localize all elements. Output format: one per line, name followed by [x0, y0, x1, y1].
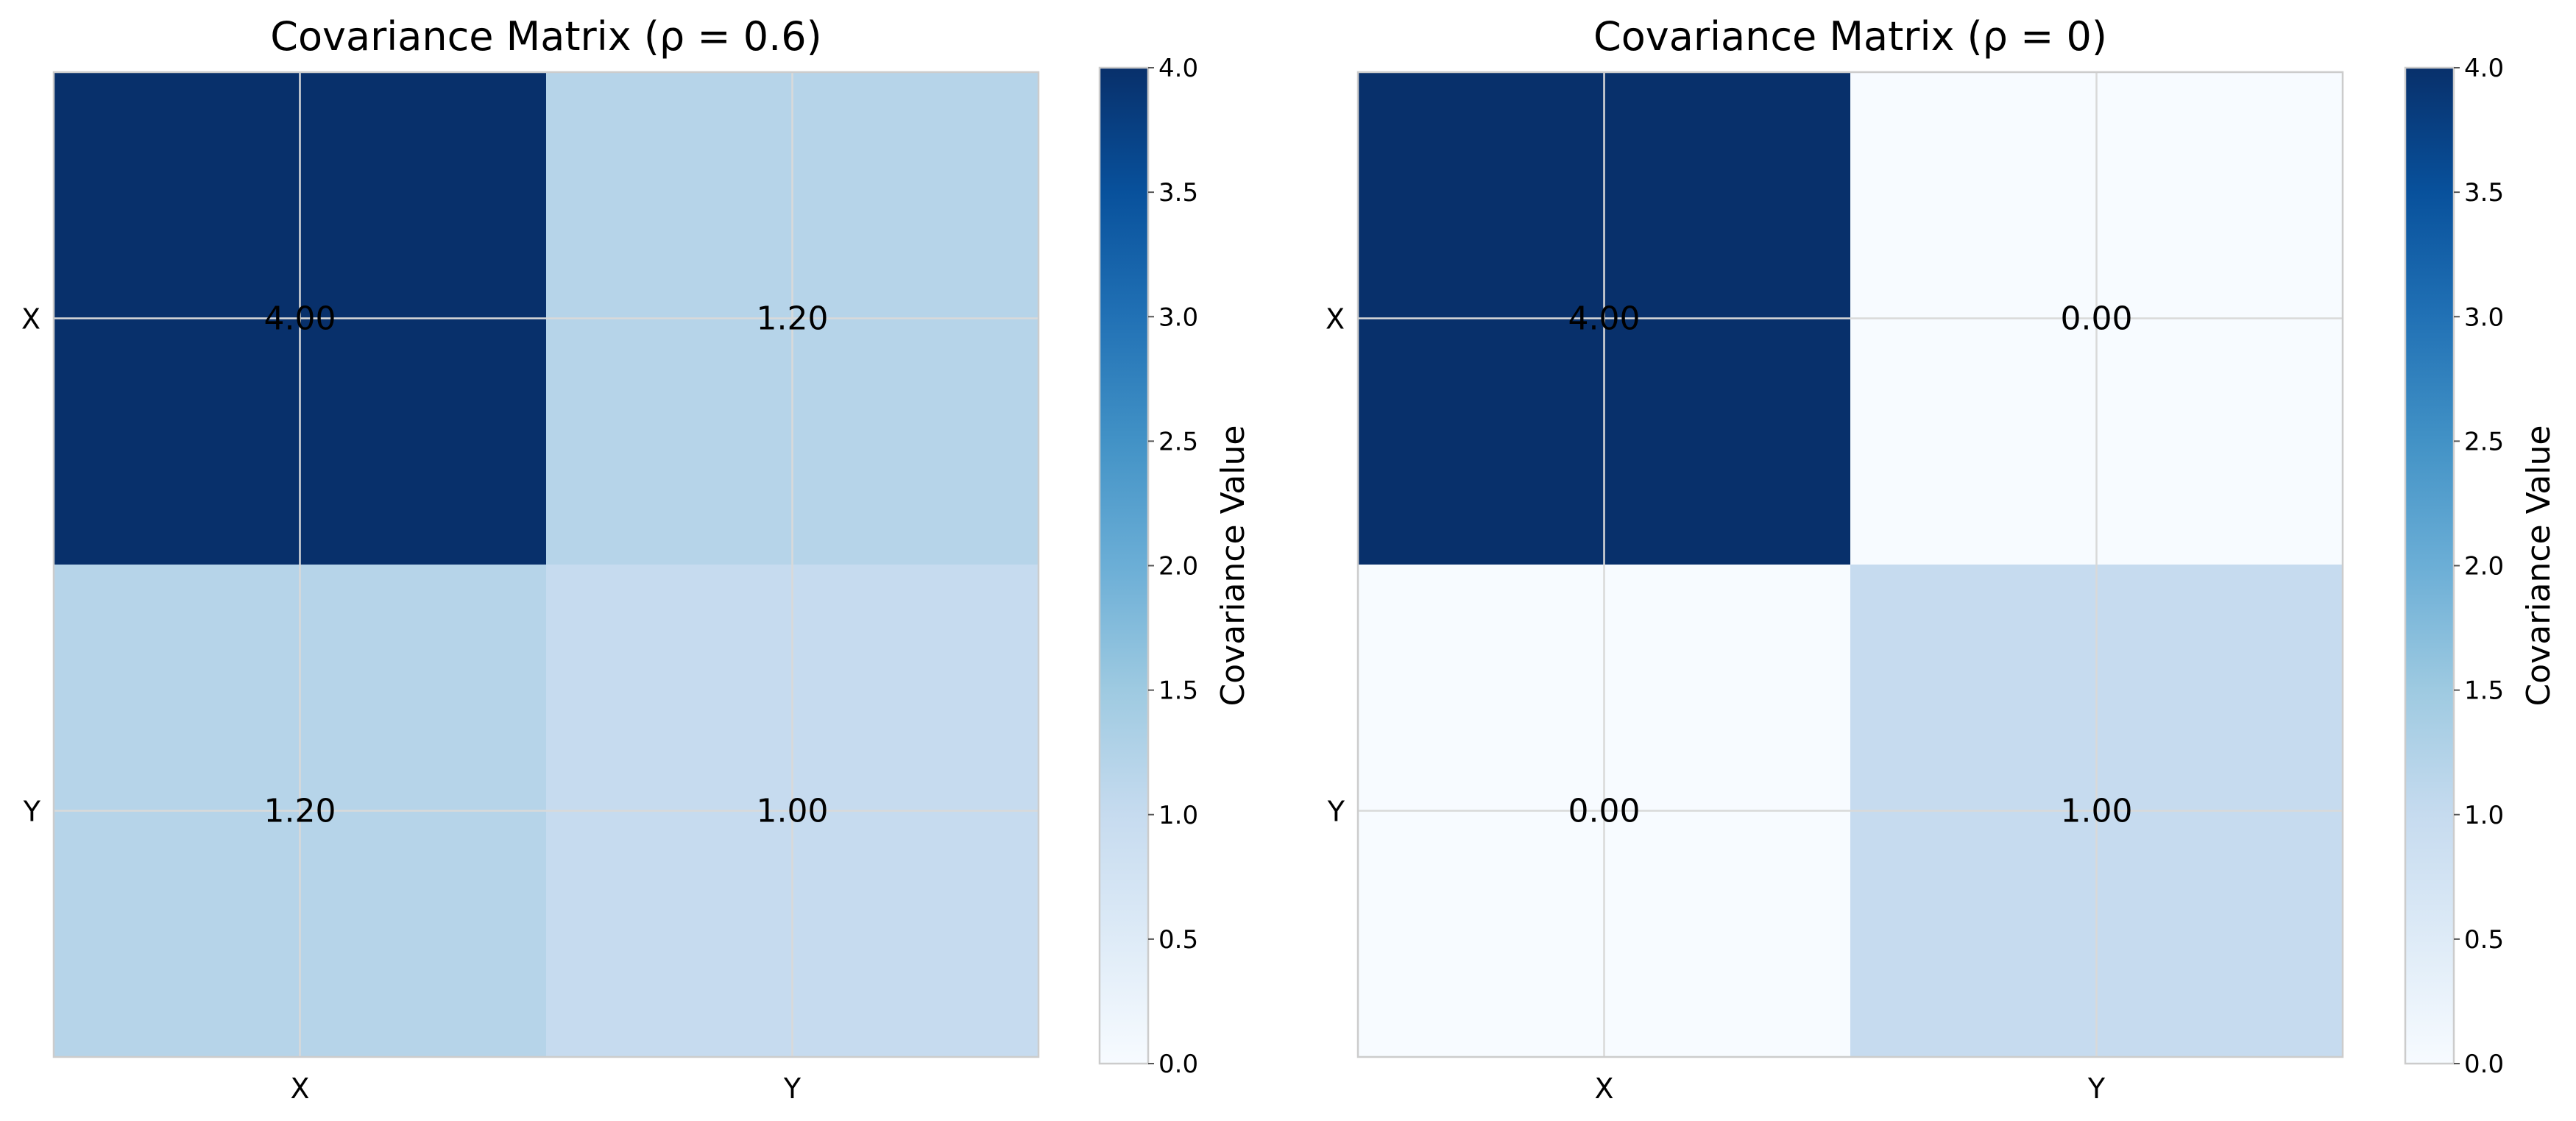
y-tick-label: Y: [1327, 796, 1345, 828]
colorbar-tick-label: 2.0: [2464, 552, 2504, 581]
y-tick-label: X: [1326, 303, 1345, 336]
colorbar-tick-label: 0.0: [2464, 1050, 2504, 1079]
colorbar-tick-label: 2.5: [2464, 427, 2504, 456]
axes-frame: [52, 71, 1040, 1058]
colorbar-tick-label: 2.0: [1158, 552, 1198, 581]
y-tick-label: X: [21, 303, 40, 336]
cell-value-label: 4.00: [264, 300, 336, 338]
colorbar-tick-label: 0.5: [2464, 925, 2504, 955]
colorbar-tick-label: 2.5: [1158, 427, 1198, 456]
colorbar-tick-label: 3.5: [2464, 178, 2504, 208]
y-tick-label: Y: [23, 796, 41, 828]
heatmap-panel-2: 4.00 0.00 0.00 1.00 Covariance Matrix (ρ = 0…: [1326, 13, 2558, 1105]
colorbar-label: Covariance Value: [2520, 425, 2558, 707]
axes-frame: [1356, 71, 2344, 1058]
x-tick-label: Y: [783, 1072, 802, 1105]
colorbar-tick-label: 3.0: [2464, 303, 2504, 332]
heatmap-panel-1: 4.00 1.20 1.20 1.00 Covariance Matrix (ρ = 0…: [21, 13, 1252, 1105]
colorbar-tick-label: 0.0: [1158, 1050, 1198, 1079]
colorbar-gradient: [2405, 68, 2454, 1064]
colorbar-tick-label: 1.5: [2464, 676, 2504, 706]
colorbar-tick-label: 4.0: [2464, 54, 2504, 83]
cell-value-label: 1.20: [757, 300, 829, 338]
colorbar-gradient: [1100, 68, 1148, 1064]
x-tick-label: X: [1594, 1072, 1613, 1105]
chart-title: Covariance Matrix (ρ = 0.6): [270, 13, 821, 60]
cell-value-label: 0.00: [2061, 300, 2133, 338]
cell-value-label: 1.00: [757, 793, 829, 830]
colorbar-tick-label: 1.0: [2464, 801, 2504, 830]
cell-value-label: 1.00: [2061, 793, 2133, 830]
colorbar-tick-label: 3.5: [1158, 178, 1198, 208]
chart-title: Covariance Matrix (ρ = 0): [1593, 13, 2107, 60]
cell-value-label: 1.20: [264, 793, 336, 830]
colorbar-tick-label: 0.5: [1158, 925, 1198, 955]
colorbar-tick-label: 4.0: [1158, 54, 1198, 83]
x-tick-label: X: [290, 1072, 309, 1105]
x-tick-label: Y: [2087, 1072, 2106, 1105]
colorbar-tick-label: 1.0: [1158, 801, 1198, 830]
colorbar-tick-label: 3.0: [1158, 303, 1198, 332]
colorbar-label: Covariance Value: [1214, 425, 1252, 707]
cell-value-label: 0.00: [1568, 793, 1641, 830]
colorbar-tick-label: 1.5: [1158, 676, 1198, 706]
cell-value-label: 4.00: [1568, 300, 1641, 338]
